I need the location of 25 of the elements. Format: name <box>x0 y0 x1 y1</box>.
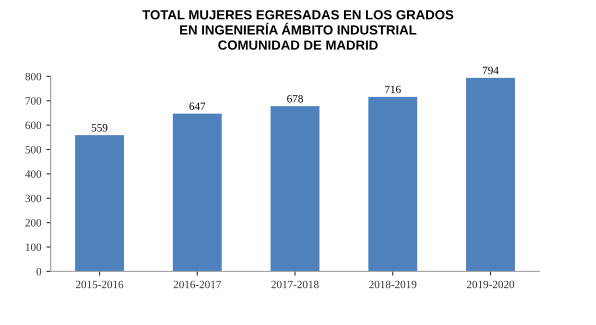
data-label: 794 <box>482 66 499 74</box>
data-label: 716 <box>385 86 401 94</box>
chart-title: TOTAL MUJERES EGRESADAS EN LOS GRADOS EN INGENIERÍA ÁMBITO INDUSTRIAL COMUNIDAD DE MADRID <box>142 10 454 50</box>
x-tick-label: 2019-2020 <box>466 280 514 288</box>
y-tick-label: 0 <box>36 268 42 276</box>
x-tick-label: 2015-2016 <box>76 280 124 288</box>
y-tick-label: 800 <box>25 72 42 80</box>
y-tick-label: 500 <box>26 146 42 154</box>
x-tick-label: 2016-2017 <box>174 280 222 288</box>
y-tick-label: 300 <box>25 194 42 202</box>
y-tick-label: 700 <box>26 97 42 105</box>
data-label: 678 <box>287 94 303 102</box>
bar <box>466 78 515 272</box>
x-tick-label: 2017-2018 <box>271 280 319 288</box>
data-label: 647 <box>189 102 206 110</box>
bar <box>368 96 418 272</box>
y-tick-label: 100 <box>26 243 42 251</box>
bar <box>172 114 222 272</box>
bar <box>270 106 320 272</box>
y-tick-label: 200 <box>25 219 42 227</box>
data-label: 559 <box>92 124 108 132</box>
y-tick-label: 600 <box>25 122 42 130</box>
y-tick-label: 400 <box>25 170 42 178</box>
x-tick-label: 2018-2019 <box>369 280 416 288</box>
bar <box>75 135 124 272</box>
